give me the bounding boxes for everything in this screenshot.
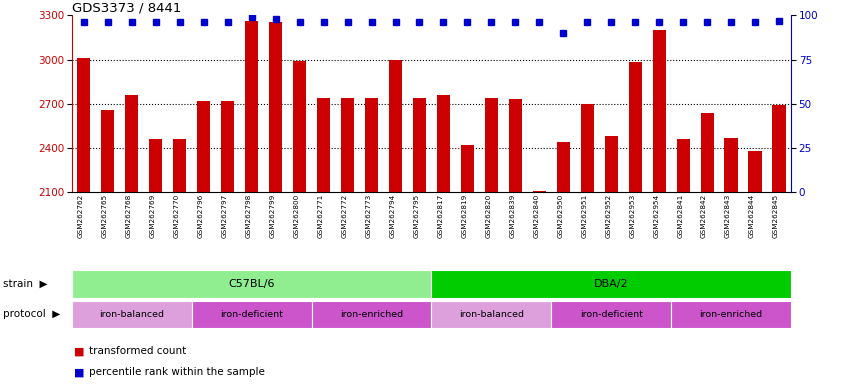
Text: GSM262817: GSM262817 [437, 194, 443, 238]
Text: ■: ■ [74, 346, 84, 356]
Text: GSM262842: GSM262842 [701, 194, 707, 238]
Text: GSM262770: GSM262770 [173, 194, 179, 238]
Bar [197, 101, 211, 192]
Bar [552, 301, 671, 328]
Bar [700, 113, 714, 192]
Bar [557, 142, 570, 192]
Bar [485, 98, 498, 192]
Text: iron-deficient: iron-deficient [580, 310, 643, 319]
Bar [317, 98, 330, 192]
Text: GSM262844: GSM262844 [749, 194, 755, 238]
Text: GSM262839: GSM262839 [509, 194, 515, 238]
Text: strain  ▶: strain ▶ [3, 279, 47, 289]
Bar [461, 145, 474, 192]
Bar [102, 109, 114, 192]
Text: GSM262799: GSM262799 [270, 194, 276, 238]
Bar [125, 95, 139, 192]
Text: GDS3373 / 8441: GDS3373 / 8441 [72, 1, 181, 14]
Bar [341, 98, 354, 192]
Text: iron-enriched: iron-enriched [340, 310, 403, 319]
Bar [77, 58, 91, 192]
Text: GSM262841: GSM262841 [677, 194, 684, 238]
Bar [311, 301, 431, 328]
Bar [677, 139, 689, 192]
Text: GSM262765: GSM262765 [102, 194, 108, 238]
Bar [431, 270, 791, 298]
Text: iron-deficient: iron-deficient [220, 310, 283, 319]
Text: ■: ■ [74, 367, 84, 377]
Text: GSM262840: GSM262840 [533, 194, 540, 238]
Bar [580, 104, 594, 192]
Text: percentile rank within the sample: percentile rank within the sample [89, 367, 265, 377]
Bar [671, 301, 791, 328]
Bar [652, 30, 666, 192]
Text: GSM262768: GSM262768 [126, 194, 132, 238]
Text: GSM262797: GSM262797 [222, 194, 228, 238]
Bar [365, 98, 378, 192]
Text: GSM262845: GSM262845 [773, 194, 779, 238]
Bar [149, 139, 162, 192]
Text: GSM262794: GSM262794 [389, 194, 396, 238]
Bar [431, 301, 552, 328]
Text: GSM262773: GSM262773 [365, 194, 371, 238]
Text: DBA/2: DBA/2 [594, 279, 629, 289]
Text: C57BL/6: C57BL/6 [228, 279, 275, 289]
Bar [245, 21, 258, 192]
Bar [269, 22, 283, 192]
Bar [173, 139, 186, 192]
Bar [749, 151, 761, 192]
Bar [772, 105, 786, 192]
Text: iron-balanced: iron-balanced [459, 310, 524, 319]
Text: GSM262820: GSM262820 [486, 194, 492, 238]
Text: GSM262762: GSM262762 [78, 194, 84, 238]
Text: GSM262800: GSM262800 [294, 194, 299, 238]
Bar [437, 95, 450, 192]
Text: GSM262953: GSM262953 [629, 194, 635, 238]
Bar [192, 301, 311, 328]
Bar [72, 301, 192, 328]
Text: GSM262771: GSM262771 [317, 194, 323, 238]
Bar [221, 101, 234, 192]
Text: transformed count: transformed count [89, 346, 186, 356]
Bar [533, 190, 546, 192]
Bar [629, 63, 642, 192]
Text: GSM262843: GSM262843 [725, 194, 731, 238]
Bar [724, 137, 738, 192]
Bar [413, 98, 426, 192]
Text: iron-balanced: iron-balanced [99, 310, 164, 319]
Bar [508, 99, 522, 192]
Bar [293, 61, 306, 192]
Text: GSM262951: GSM262951 [581, 194, 587, 238]
Text: GSM262954: GSM262954 [653, 194, 659, 238]
Text: GSM262952: GSM262952 [605, 194, 611, 238]
Bar [389, 60, 402, 192]
Text: GSM262798: GSM262798 [245, 194, 252, 238]
Text: GSM262795: GSM262795 [414, 194, 420, 238]
Bar [72, 270, 431, 298]
Text: GSM262769: GSM262769 [150, 194, 156, 238]
Text: protocol  ▶: protocol ▶ [3, 310, 60, 319]
Text: GSM262819: GSM262819 [461, 194, 467, 238]
Bar [605, 136, 618, 192]
Text: GSM262796: GSM262796 [198, 194, 204, 238]
Text: iron-enriched: iron-enriched [700, 310, 762, 319]
Text: GSM262950: GSM262950 [558, 194, 563, 238]
Text: GSM262772: GSM262772 [342, 194, 348, 238]
